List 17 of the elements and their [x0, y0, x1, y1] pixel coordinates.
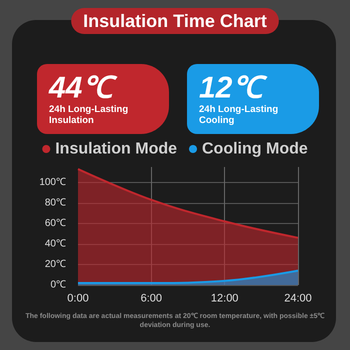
x-tick-label: 0:00 — [67, 292, 89, 304]
legend-label: Insulation Mode — [55, 140, 178, 158]
y-tick-label: 100℃ — [39, 176, 66, 188]
text: 24h Long-Lasting Cooling — [199, 104, 278, 126]
text: 12℃ — [199, 72, 268, 104]
chart-title: Insulation Time Chart — [83, 11, 267, 31]
text: 24h Long-Lasting Insulation — [49, 104, 128, 126]
y-tick-label: 0℃ — [50, 280, 66, 290]
x-tick-label: 6:00 — [140, 292, 162, 304]
y-tick-label: 60℃ — [44, 218, 66, 229]
y-tick-label: 40℃ — [44, 238, 66, 250]
legend-label: Cooling Mode — [202, 140, 308, 158]
y-tick-label: 20℃ — [44, 258, 66, 270]
text: 44℃ — [48, 72, 118, 104]
x-tick-label: 12:00 — [210, 292, 238, 304]
y-tick-label: 80℃ — [44, 197, 66, 208]
x-tick-label: 24:00 — [284, 292, 312, 304]
